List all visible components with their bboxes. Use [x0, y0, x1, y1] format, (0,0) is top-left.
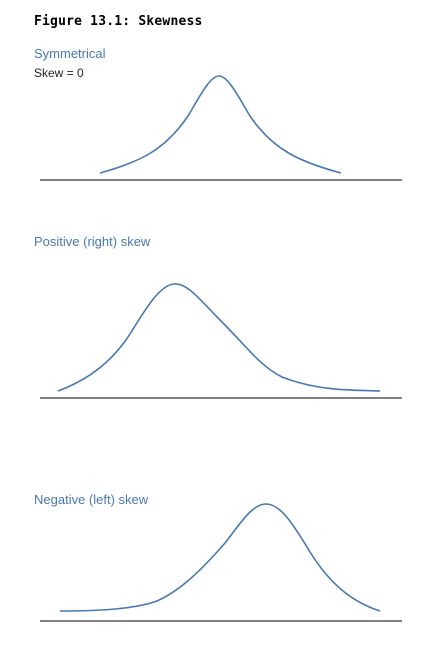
- symmetrical-label: Symmetrical: [34, 46, 106, 61]
- negative-skew-diagram: [40, 503, 402, 622]
- negative-skew-curve: [59, 503, 381, 612]
- symmetrical-diagram: [40, 75, 402, 181]
- positive-skew-diagram: [40, 283, 402, 399]
- symmetrical-curve: [99, 75, 342, 174]
- positive-skew-curve: [57, 283, 381, 392]
- figure-title: Figure 13.1: Skewness: [34, 14, 203, 29]
- positive-skew-label: Positive (right) skew: [34, 234, 151, 249]
- negative-skew-label: Negative (left) skew: [34, 492, 149, 507]
- skew-zero-label: Skew = 0: [34, 66, 84, 80]
